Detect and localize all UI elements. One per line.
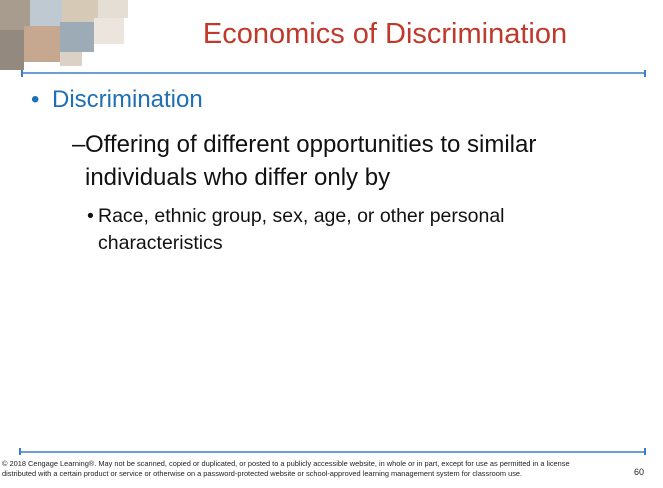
copyright: © 2018 Cengage Learning®. May not be sca…	[2, 459, 570, 478]
footer-rule	[19, 448, 646, 455]
page-number: 60	[634, 467, 645, 477]
slide-title: Economics of Discrimination	[202, 18, 568, 50]
bullet-level-1: Discrimination	[31, 86, 203, 114]
bullet-level-2: Offering of different opportunities to s…	[72, 128, 655, 194]
photo-collage	[0, 0, 128, 70]
bullet-level-3: Race, ethnic group, sex, age, or other p…	[87, 203, 518, 257]
title-rule	[21, 70, 646, 77]
